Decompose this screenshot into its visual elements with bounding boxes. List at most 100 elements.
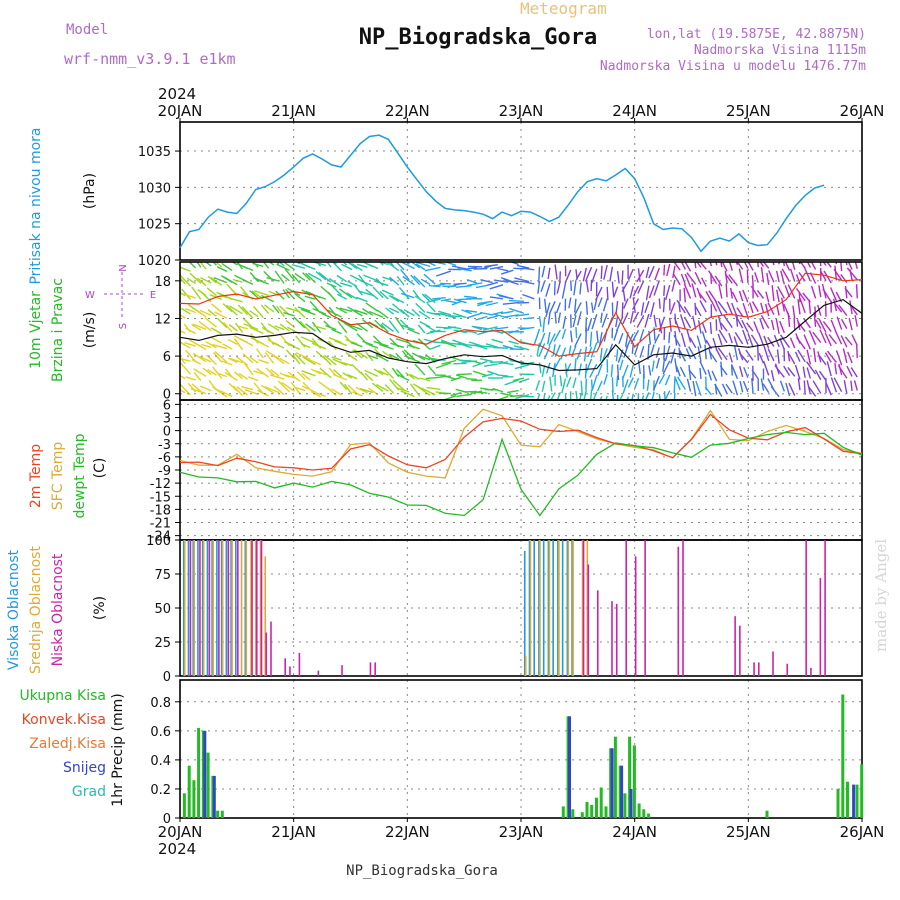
snow-bar <box>568 716 571 818</box>
wind-barb <box>616 364 620 381</box>
wind-barb <box>851 334 858 346</box>
rain-bar <box>846 781 849 818</box>
wind-barb <box>180 383 191 396</box>
wind-barb <box>619 359 624 371</box>
wind-barb <box>459 359 472 362</box>
rain-bar <box>561 806 565 818</box>
wind-barb <box>648 365 652 376</box>
wind-barb <box>646 379 650 391</box>
wind-barb <box>541 380 546 392</box>
wind-barb <box>300 308 316 316</box>
wind-barb <box>644 392 650 400</box>
wind-barb <box>673 378 676 394</box>
wind-barb <box>536 393 541 400</box>
wind-barb <box>272 342 285 349</box>
wind-barb <box>426 302 436 313</box>
wind-barb <box>319 367 332 379</box>
wind-barb <box>653 375 660 391</box>
wind-barb <box>695 306 702 317</box>
rain-bar <box>642 809 646 818</box>
wind-barb <box>213 276 228 284</box>
wind-barb <box>349 274 363 282</box>
wind-barb <box>232 385 244 397</box>
wind-barb <box>707 369 713 381</box>
wind-barb <box>380 323 389 333</box>
wind-barb <box>282 289 290 299</box>
wind-barb <box>717 333 723 346</box>
wind-barb <box>355 386 368 394</box>
wind-barb <box>252 262 259 268</box>
x-tick-label-bottom: 24JAN <box>612 823 657 841</box>
x-tick-label-top: 22JAN <box>385 102 430 120</box>
wind-barb <box>698 292 707 303</box>
wind-barb <box>662 360 671 375</box>
wind-barb <box>813 312 817 328</box>
wind-barb <box>629 364 634 378</box>
wind-barb <box>658 373 666 385</box>
x-tick-label-top: 20JAN <box>158 102 203 120</box>
wind-barb <box>198 320 212 332</box>
wind-barb <box>850 380 853 391</box>
wind-barb <box>216 317 228 329</box>
wind-barb <box>273 385 285 396</box>
wind-barb <box>274 325 285 331</box>
wind-barb <box>763 335 770 349</box>
rain-bar <box>637 803 641 818</box>
wind-barb <box>312 307 327 315</box>
wind-barb <box>629 285 634 299</box>
wind-barb <box>500 276 514 283</box>
wind-barb <box>634 378 640 389</box>
wind-barb <box>564 394 567 400</box>
wind-barb <box>649 302 655 318</box>
wind-barb <box>425 324 436 332</box>
wind-barb <box>810 262 817 270</box>
wind-barb <box>196 262 202 268</box>
wind-barb <box>455 374 467 379</box>
wind-barb <box>396 275 405 286</box>
wind-barb <box>615 349 619 362</box>
wind-barb <box>822 288 832 303</box>
wind-barb <box>189 272 202 284</box>
wind-barb <box>407 328 420 335</box>
wind-barb <box>328 337 342 344</box>
cloud-axis-label-2: Srednja Oblacnost <box>28 546 44 674</box>
cloud-axis-label-3: Niska Oblacnost <box>50 553 66 666</box>
wind-barb <box>431 340 446 344</box>
wind-barb <box>788 382 796 396</box>
wind-barb <box>500 269 514 275</box>
wind-barb <box>599 347 603 362</box>
wind-barb <box>456 393 472 397</box>
wind-barb <box>283 312 295 317</box>
wind-barb <box>275 290 285 300</box>
wind-barb <box>375 383 389 392</box>
wind-barb <box>653 314 657 328</box>
wind-barb <box>403 349 415 360</box>
wind-barb <box>285 349 296 360</box>
wind-barb <box>802 366 806 378</box>
wind-barb <box>548 300 556 315</box>
wind-barb <box>212 262 217 266</box>
wind-barb <box>419 377 431 382</box>
wind-barb <box>332 373 347 381</box>
wind-barb <box>228 297 243 303</box>
wind-barb <box>699 360 707 375</box>
wind-barb <box>553 280 556 296</box>
wind-barb <box>294 307 306 319</box>
wind-barb <box>186 277 196 285</box>
wind-barb <box>616 271 620 284</box>
wind-barb <box>812 380 822 394</box>
wind-barb <box>679 350 686 362</box>
wind-barb <box>663 345 666 360</box>
wind-barb <box>180 357 191 362</box>
wind-barb <box>510 394 524 398</box>
wind-barb <box>746 322 754 332</box>
wind-barb <box>779 334 791 349</box>
wind-barb <box>543 298 547 314</box>
wind-barb <box>540 280 546 292</box>
wind-barb <box>514 364 530 370</box>
wind-barb <box>256 348 264 359</box>
wind-barb <box>342 262 348 266</box>
wind-barb <box>796 336 806 350</box>
wind-barb <box>834 363 838 375</box>
